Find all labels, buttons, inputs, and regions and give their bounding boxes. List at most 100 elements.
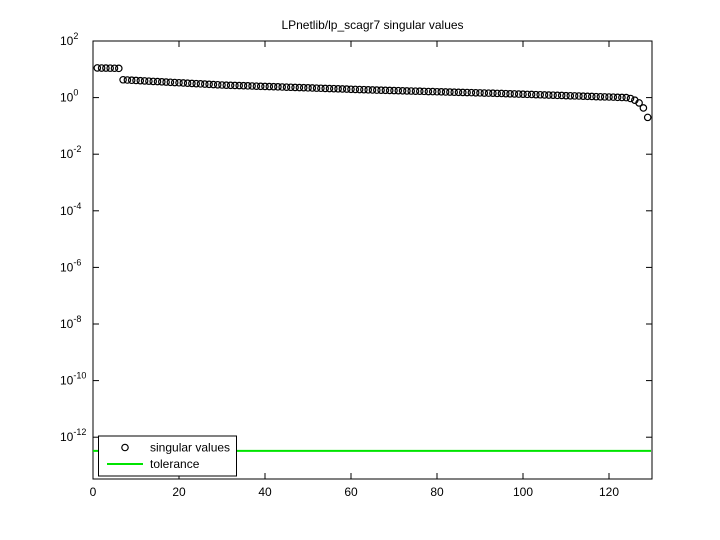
data-point [570,92,579,100]
data-point [119,75,127,84]
x-tick-label: 20 [172,485,186,499]
data-point [527,90,536,99]
data-point [115,64,123,73]
data-point [622,93,631,102]
legend-box [98,435,237,477]
data-point [93,64,102,72]
data-point [562,91,570,100]
data-point [145,77,153,85]
data-point [132,76,140,85]
data-point [587,92,596,101]
data-point [175,78,183,87]
y-tick-label: 10-6 [60,257,81,274]
legend-label-singular-values: singular values [150,441,230,455]
data-point [218,81,226,89]
data-point [106,64,115,72]
data-series [93,64,652,452]
data-point [321,84,330,93]
data-point [592,92,600,101]
data-point [566,91,575,100]
data-point [398,86,407,95]
data-point [540,91,549,99]
data-point [596,92,605,101]
data-point [166,78,175,87]
data-point [372,86,381,94]
data-point [256,82,265,91]
x-tick-label: 40 [258,485,272,499]
data-point [265,82,274,91]
data-point [381,86,390,95]
data-point [454,88,463,97]
y-tick-label: 10-8 [60,314,81,331]
data-point [325,84,334,93]
data-point [213,80,222,89]
data-point [514,90,523,98]
data-point [136,76,145,85]
legend-marker-circle-icon [121,443,129,452]
data-point [355,85,364,94]
data-point [162,78,170,86]
data-point [347,85,355,94]
data-point [295,83,304,92]
data-point [523,90,532,99]
data-point [506,90,514,98]
data-point [231,81,239,90]
data-point [278,83,287,91]
data-point [390,86,398,95]
data-point [385,86,394,95]
data-point [368,86,377,94]
legend: singular values tolerance [98,435,237,477]
data-point [110,64,119,73]
data-point [643,113,652,122]
chart-title: LPnetlib/lp_scagr7 singular values [281,18,463,32]
data-point [153,77,162,86]
data-point [446,88,454,96]
data-point [493,89,502,98]
y-tick-label: 10-2 [60,144,81,161]
data-point [269,82,278,91]
data-point [519,90,527,98]
data-point [441,88,450,96]
data-point [158,78,166,86]
data-point [188,79,196,88]
data-point [317,84,325,93]
data-point [102,64,110,72]
data-point [304,84,312,92]
data-point [123,76,132,84]
data-point [252,82,261,90]
data-point [450,88,459,97]
data-point [127,76,136,85]
data-point [282,83,291,91]
data-point [248,82,256,90]
data-point [575,92,583,100]
data-point [510,90,519,98]
data-point [553,91,562,100]
data-point [484,89,493,97]
data-point [639,104,648,112]
data-point [583,92,592,101]
x-tick-label: 0 [90,485,97,499]
data-point [179,79,188,87]
x-tick-label: 100 [513,485,533,499]
data-point [360,85,368,94]
data-point [394,86,403,95]
data-point [618,93,626,102]
data-point [329,84,338,93]
data-point [377,86,385,94]
data-point [609,93,618,101]
data-point [205,80,213,89]
data-point [424,87,433,96]
y-tick-label: 100 [60,88,78,105]
data-point [312,84,321,92]
data-point [403,87,411,95]
data-point [489,89,497,98]
data-point [476,89,484,97]
data-point [286,83,295,92]
data-point [149,77,158,86]
data-point [364,86,373,94]
data-point [239,81,248,90]
data-point [209,80,218,89]
data-point [235,81,244,90]
